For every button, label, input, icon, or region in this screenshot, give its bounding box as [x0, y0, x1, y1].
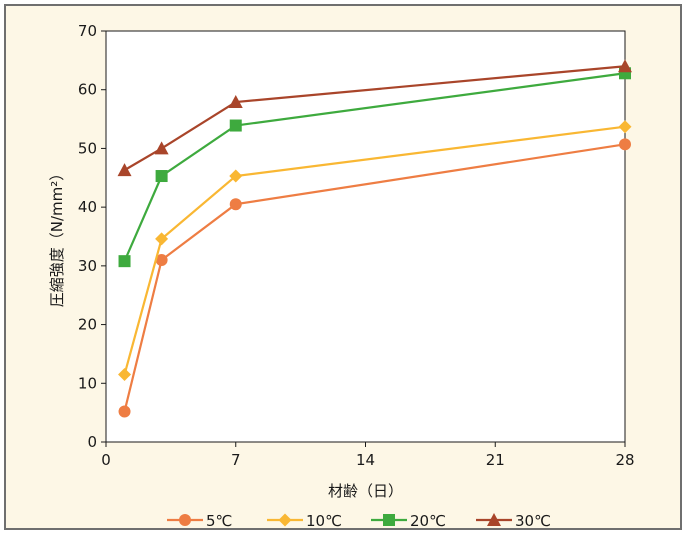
x-tick-label: 14 — [356, 451, 375, 469]
data-point — [229, 169, 243, 183]
x-tick-label: 28 — [615, 451, 634, 469]
data-point — [118, 255, 131, 268]
legend-label: 30℃ — [515, 512, 551, 530]
y-tick-label: 50 — [78, 139, 97, 157]
x-tick-label: 7 — [231, 451, 241, 469]
data-point — [154, 141, 169, 155]
data-point — [618, 59, 632, 73]
x-axis-title: 材齢（日） — [328, 482, 403, 500]
data-point — [155, 232, 169, 246]
legend-marker — [179, 514, 191, 526]
series-4 — [117, 59, 632, 177]
y-axis-title: 圧縮強度（N/mm²） — [48, 166, 66, 308]
legend-item: 30℃ — [476, 512, 551, 530]
x-tick-label: 0 — [101, 451, 111, 469]
y-tick-label: 10 — [78, 374, 97, 392]
y-tick-label: 20 — [78, 316, 97, 334]
series-line — [123, 143, 626, 412]
series-line — [123, 125, 626, 375]
data-point — [155, 170, 168, 183]
y-tick-label: 60 — [78, 81, 97, 99]
legend-item: 20℃ — [371, 512, 446, 530]
data-point — [118, 367, 132, 381]
legend-label: 5℃ — [206, 512, 232, 530]
y-tick-label: 70 — [78, 22, 97, 40]
y-tick-label: 30 — [78, 257, 97, 275]
legend-marker — [383, 514, 395, 526]
plot-area — [105, 30, 626, 443]
y-tick-label: 40 — [78, 198, 97, 216]
legend-item: 5℃ — [167, 512, 232, 530]
legend-label: 10℃ — [306, 512, 342, 530]
data-point — [117, 163, 132, 177]
series-1 — [118, 138, 631, 418]
legend-item: 10℃ — [267, 512, 342, 530]
data-point — [618, 120, 632, 134]
legend-marker — [487, 513, 501, 526]
y-tick-label: 0 — [87, 433, 97, 451]
data-point — [155, 253, 168, 266]
data-point — [228, 95, 243, 109]
data-point — [229, 119, 242, 132]
legend-marker — [278, 513, 292, 527]
legend: 5℃ 10℃ 20℃ 30℃ — [167, 512, 551, 530]
series-layer — [117, 59, 632, 418]
data-point — [619, 138, 631, 151]
x-tick-label: 21 — [486, 451, 505, 469]
data-point — [118, 405, 131, 418]
series-2 — [118, 120, 632, 381]
axis-ticks: 0 10 20 30 40 50 60 70 0 7 14 21 28 — [78, 22, 635, 469]
series-line — [123, 72, 626, 262]
legend-label: 20℃ — [410, 512, 446, 530]
series-line — [123, 65, 626, 172]
data-point — [229, 198, 242, 211]
